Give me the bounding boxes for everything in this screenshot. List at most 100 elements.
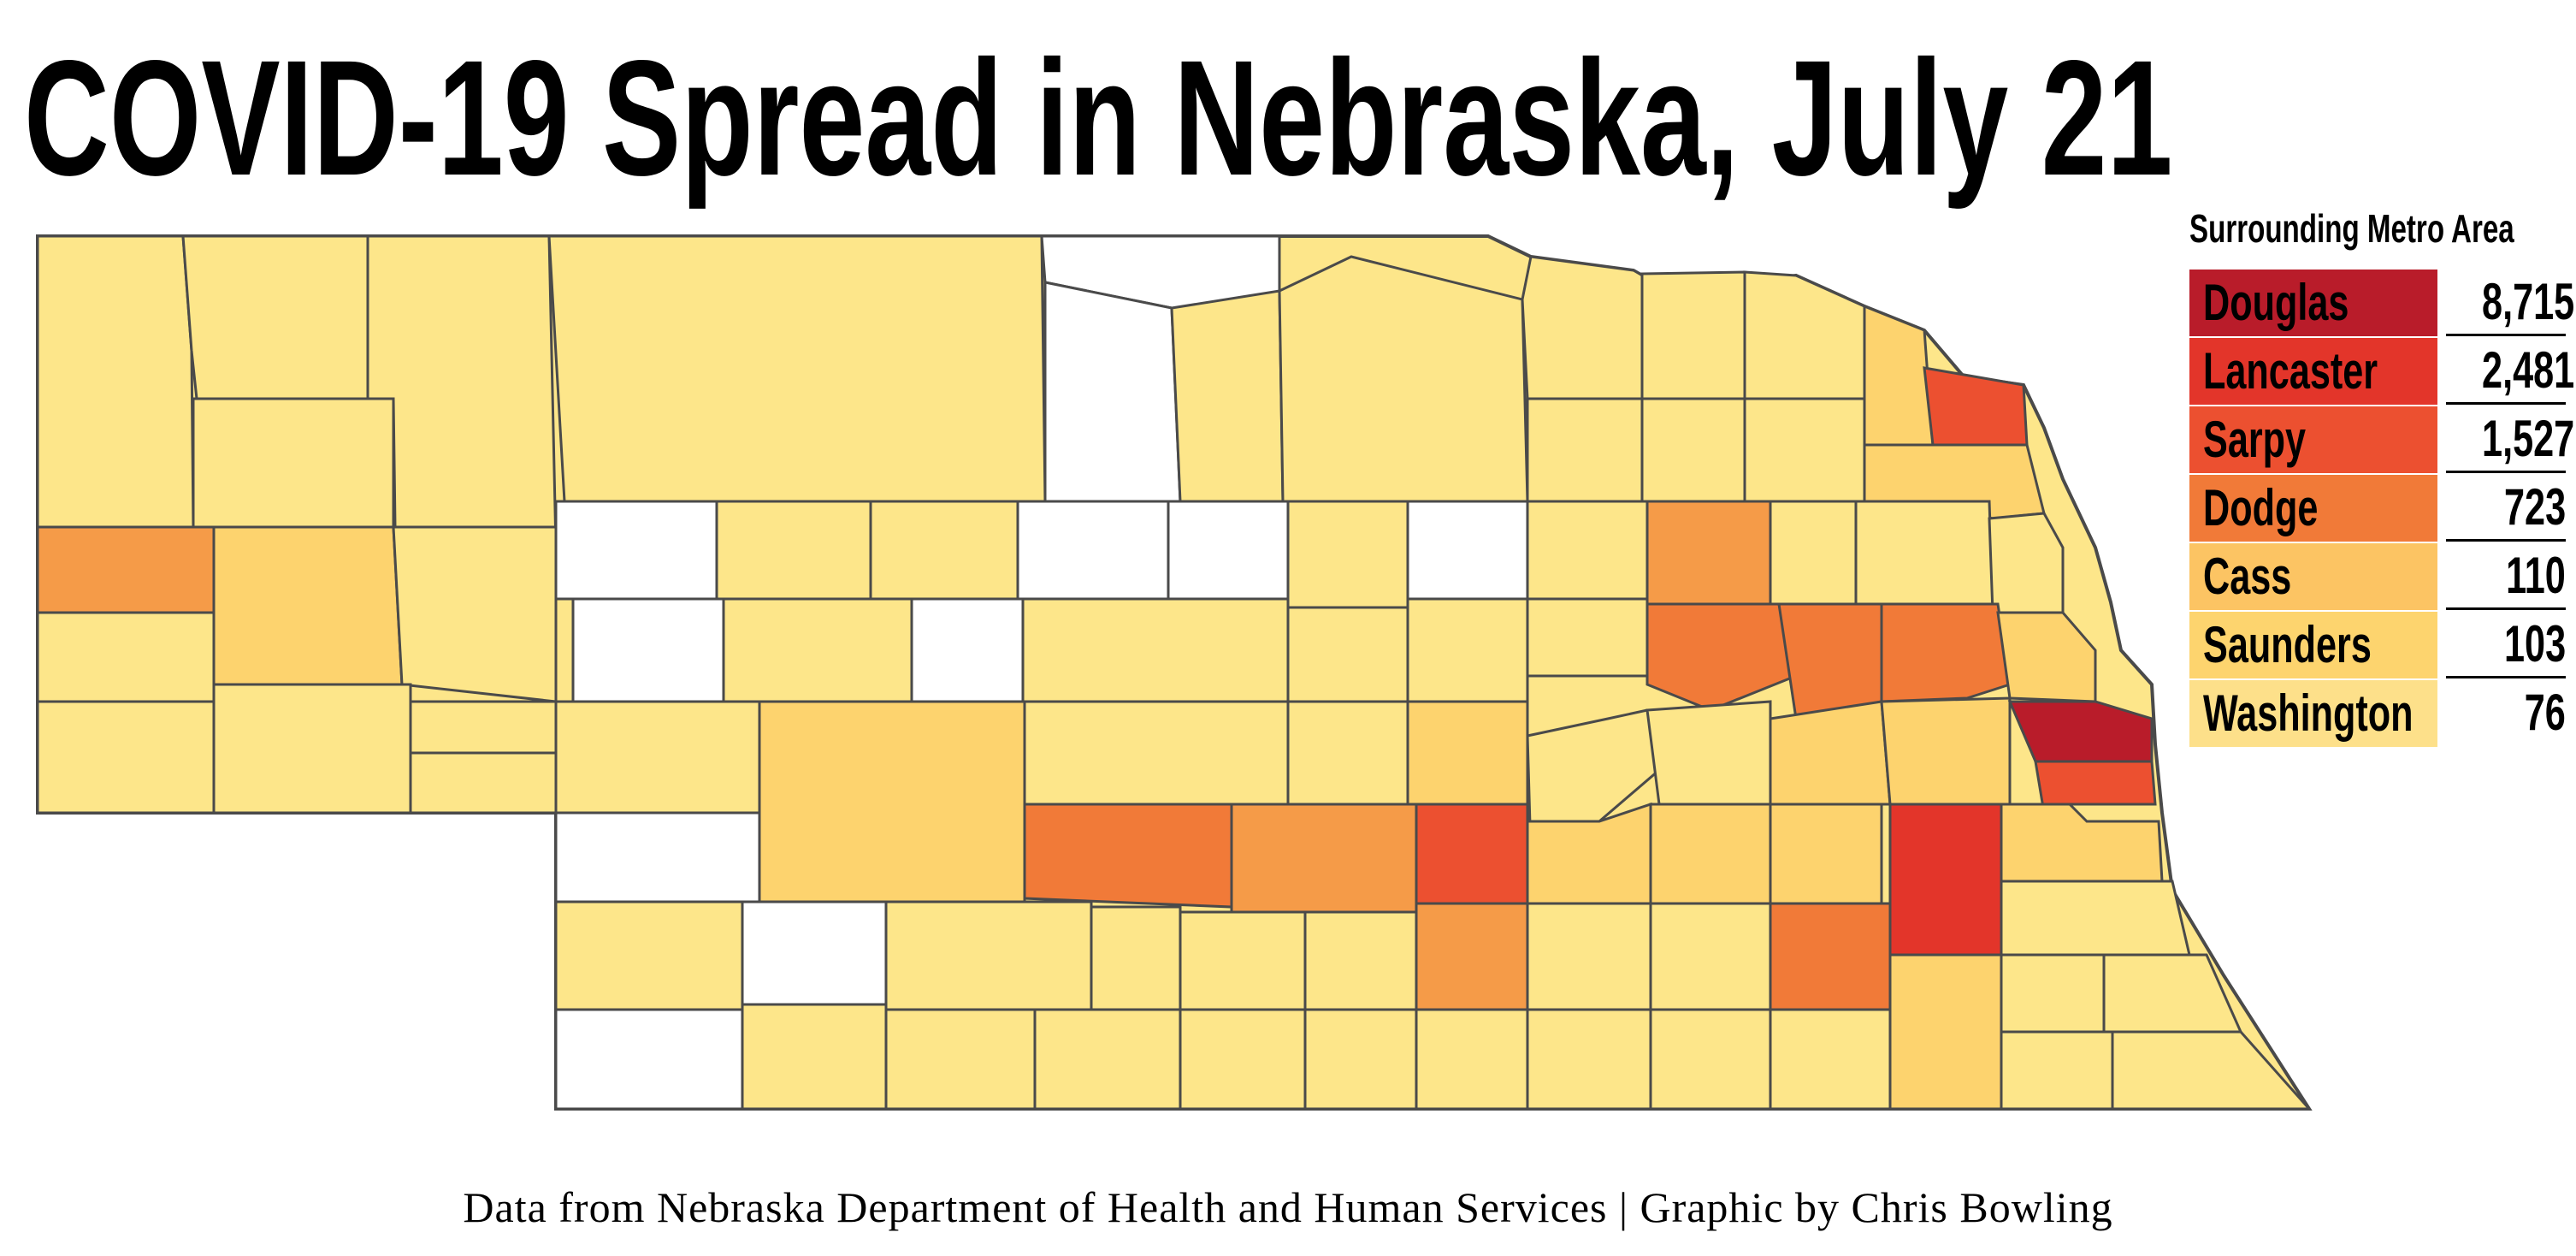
legend-county-name: Douglas	[2203, 274, 2349, 331]
legend-case-count: 76	[2524, 684, 2566, 741]
legend-case-count-cell: 723	[2446, 475, 2566, 542]
legend-county-name: Cass	[2203, 548, 2292, 605]
legend-case-count: 2,481	[2482, 341, 2575, 399]
county-shape	[1526, 597, 1649, 678]
county-shape	[1179, 1008, 1307, 1111]
county-shape	[554, 900, 744, 1011]
legend-row: Washington 76	[2189, 680, 2566, 747]
legend-swatch: Lancaster	[2189, 338, 2437, 405]
legend-case-count: 723	[2503, 478, 2566, 536]
legend-case-count: 103	[2503, 615, 2566, 672]
legend-row: Lancaster 2,481	[2189, 338, 2574, 405]
county-shape	[1996, 611, 2097, 703]
county-shape	[1769, 803, 1883, 905]
legend-swatch: Sarpy	[2189, 406, 2437, 473]
county-shape	[1023, 700, 1290, 806]
legend-swatch: Cass	[2189, 543, 2437, 610]
county-shape	[741, 900, 888, 1006]
metro-area-legend: Surrounding Metro Area Douglas 8,715 Lanca…	[2189, 205, 2574, 747]
county-shape	[1526, 902, 1652, 1011]
legend-row: Cass 110	[2189, 543, 2566, 610]
county-shape	[366, 234, 558, 549]
county-shape	[554, 500, 718, 601]
county-shape	[2000, 953, 2106, 1034]
county-shape	[1640, 270, 1746, 400]
county-shape	[1888, 803, 2003, 957]
county-shape	[36, 611, 216, 703]
county-shape	[547, 234, 1047, 503]
county-shape	[1863, 304, 1935, 447]
county-shape	[409, 700, 558, 755]
county-shape	[1854, 500, 1994, 606]
county-shape	[36, 234, 195, 529]
legend-case-count-cell: 110	[2446, 543, 2566, 610]
county-shape	[212, 525, 404, 686]
county-shape	[212, 683, 412, 815]
legend-case-count-cell: 8,715	[2446, 270, 2574, 336]
legend-case-count-cell: 103	[2446, 612, 2566, 678]
county-shape	[1649, 902, 1772, 1011]
county-shape	[1286, 606, 1409, 703]
map-title: COVID-19 Spread in Nebraska, July 21	[24, 26, 2173, 210]
county-shape	[715, 500, 872, 601]
legend-county-name: Saunders	[2203, 616, 2372, 673]
county-shape	[1415, 1008, 1529, 1111]
county-shape	[554, 1008, 744, 1111]
county-shape	[409, 751, 558, 815]
legend-row: Douglas 8,715	[2189, 270, 2574, 336]
legend-swatch: Dodge	[2189, 475, 2437, 542]
county-shape	[1526, 500, 1649, 601]
legend-row: Saunders 103	[2189, 612, 2566, 678]
county-shape	[1649, 1008, 1772, 1111]
county-shape	[1167, 500, 1290, 601]
county-shape	[1043, 281, 1182, 503]
county-shape	[1777, 602, 1883, 720]
county-shape	[1406, 700, 1529, 806]
county-shape	[554, 700, 761, 815]
county-shape	[181, 234, 369, 400]
county-shape	[2000, 880, 2191, 957]
county-shape	[1645, 500, 1772, 606]
county-shape	[1415, 803, 1529, 905]
county-shape	[1769, 500, 1858, 606]
county-shape	[36, 700, 216, 815]
source-credit: Data from Nebraska Department of Health …	[463, 1183, 2113, 1231]
county-shape	[1880, 602, 2012, 703]
county-shape	[2000, 1030, 2114, 1111]
legend-title: Surrounding Metro Area	[2189, 206, 2514, 251]
legend-county-name: Lancaster	[2203, 342, 2378, 400]
county-shape	[884, 900, 1093, 1011]
legend-swatch: Washington	[2189, 680, 2437, 747]
county-shape	[571, 597, 725, 703]
county-shape	[722, 597, 913, 703]
county-shape	[192, 397, 395, 529]
legend-case-count: 8,715	[2482, 273, 2575, 330]
county-shape	[1769, 902, 1892, 1011]
county-shape	[1888, 953, 2003, 1111]
county-shape	[1645, 700, 1772, 806]
county-shape	[2111, 1030, 2313, 1111]
county-shape	[1406, 597, 1529, 703]
county-shape	[36, 525, 216, 614]
legend-row: Dodge 723	[2189, 475, 2566, 542]
county-shape	[741, 1003, 888, 1111]
county-shape	[1090, 905, 1182, 1011]
legend-case-count: 110	[2506, 547, 2566, 604]
county-shape	[1406, 500, 1529, 601]
county-shape	[1179, 910, 1307, 1011]
legend-county-name: Washington	[2203, 684, 2414, 742]
county-shape	[554, 811, 761, 903]
county-shape	[1526, 1008, 1652, 1111]
county-shape	[2007, 700, 2154, 763]
county-shape	[1880, 696, 2012, 806]
county-shape	[1415, 902, 1529, 1011]
county-shape	[869, 500, 1019, 601]
county-shape	[1769, 700, 1892, 806]
county-shape	[1743, 397, 1866, 503]
county-shape	[1016, 500, 1170, 601]
county-shape	[392, 525, 558, 703]
county-shape	[1021, 597, 1290, 703]
county-shape	[1640, 397, 1746, 503]
county-shape	[884, 1008, 1037, 1111]
